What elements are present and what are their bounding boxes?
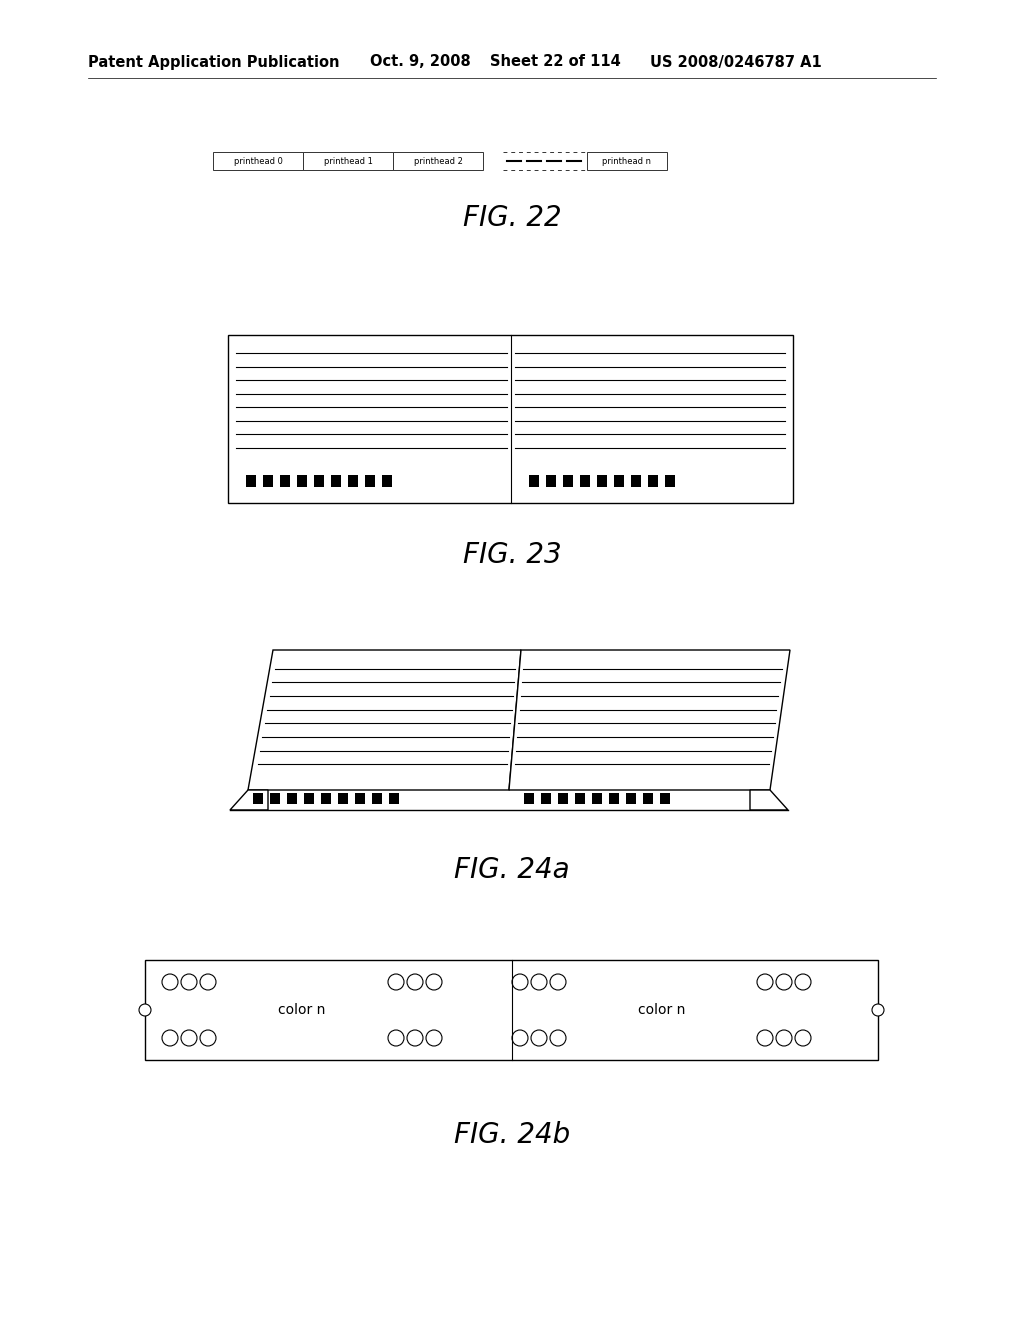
Polygon shape xyxy=(750,789,788,810)
Bar xyxy=(213,152,303,170)
Bar xyxy=(314,475,324,487)
Circle shape xyxy=(795,1030,811,1045)
Circle shape xyxy=(795,974,811,990)
Bar xyxy=(609,793,618,804)
Circle shape xyxy=(531,974,547,990)
Circle shape xyxy=(181,1030,197,1045)
Circle shape xyxy=(757,974,773,990)
Text: printhead n: printhead n xyxy=(602,157,651,165)
Bar xyxy=(647,475,657,487)
Circle shape xyxy=(550,974,566,990)
Circle shape xyxy=(512,974,528,990)
Bar xyxy=(304,793,314,804)
Circle shape xyxy=(388,974,404,990)
Text: Sheet 22 of 114: Sheet 22 of 114 xyxy=(490,54,621,70)
Bar xyxy=(280,475,290,487)
Circle shape xyxy=(426,1030,442,1045)
Text: printhead 0: printhead 0 xyxy=(233,157,283,165)
Polygon shape xyxy=(509,649,790,789)
Text: printhead 1: printhead 1 xyxy=(324,157,373,165)
Bar xyxy=(287,793,297,804)
Text: printhead 2: printhead 2 xyxy=(414,157,463,165)
Circle shape xyxy=(776,974,792,990)
Bar xyxy=(321,793,331,804)
Circle shape xyxy=(407,974,423,990)
Bar xyxy=(145,960,878,1060)
Text: US 2008/0246787 A1: US 2008/0246787 A1 xyxy=(650,54,821,70)
Circle shape xyxy=(139,1005,151,1016)
Circle shape xyxy=(776,1030,792,1045)
Bar xyxy=(348,475,358,487)
Text: FIG. 24a: FIG. 24a xyxy=(455,855,569,884)
Circle shape xyxy=(181,974,197,990)
Bar xyxy=(331,475,341,487)
Bar xyxy=(631,475,640,487)
Bar xyxy=(580,475,590,487)
Circle shape xyxy=(426,974,442,990)
Text: FIG. 23: FIG. 23 xyxy=(463,541,561,569)
Bar xyxy=(587,152,667,170)
Text: FIG. 24b: FIG. 24b xyxy=(454,1121,570,1148)
Bar xyxy=(372,793,382,804)
Bar xyxy=(592,793,602,804)
Circle shape xyxy=(757,1030,773,1045)
Bar xyxy=(355,793,365,804)
Bar xyxy=(562,475,572,487)
Circle shape xyxy=(162,974,178,990)
Circle shape xyxy=(407,1030,423,1045)
Bar xyxy=(303,152,393,170)
Bar xyxy=(263,475,273,487)
Bar xyxy=(228,335,793,503)
Circle shape xyxy=(512,1030,528,1045)
Bar xyxy=(524,793,534,804)
Polygon shape xyxy=(230,789,268,810)
Text: color n: color n xyxy=(638,1003,685,1016)
Text: color n: color n xyxy=(279,1003,326,1016)
Circle shape xyxy=(531,1030,547,1045)
Text: Patent Application Publication: Patent Application Publication xyxy=(88,54,340,70)
Bar xyxy=(246,475,256,487)
Bar xyxy=(528,475,539,487)
Circle shape xyxy=(162,1030,178,1045)
Text: FIG. 22: FIG. 22 xyxy=(463,205,561,232)
Circle shape xyxy=(200,974,216,990)
Bar xyxy=(393,152,483,170)
Bar xyxy=(597,475,606,487)
Circle shape xyxy=(872,1005,884,1016)
Bar xyxy=(660,793,670,804)
Bar xyxy=(338,793,348,804)
Bar xyxy=(626,793,636,804)
Bar xyxy=(270,793,280,804)
Bar xyxy=(382,475,392,487)
Circle shape xyxy=(550,1030,566,1045)
Bar xyxy=(365,475,375,487)
Bar xyxy=(253,793,263,804)
Bar xyxy=(575,793,585,804)
Bar xyxy=(297,475,307,487)
Bar xyxy=(613,475,624,487)
Bar xyxy=(643,793,653,804)
Bar xyxy=(665,475,675,487)
Bar xyxy=(541,793,551,804)
Bar xyxy=(389,793,399,804)
Text: Oct. 9, 2008: Oct. 9, 2008 xyxy=(370,54,471,70)
Circle shape xyxy=(388,1030,404,1045)
Bar xyxy=(558,793,568,804)
Polygon shape xyxy=(248,649,521,789)
Circle shape xyxy=(200,1030,216,1045)
Bar xyxy=(546,475,555,487)
